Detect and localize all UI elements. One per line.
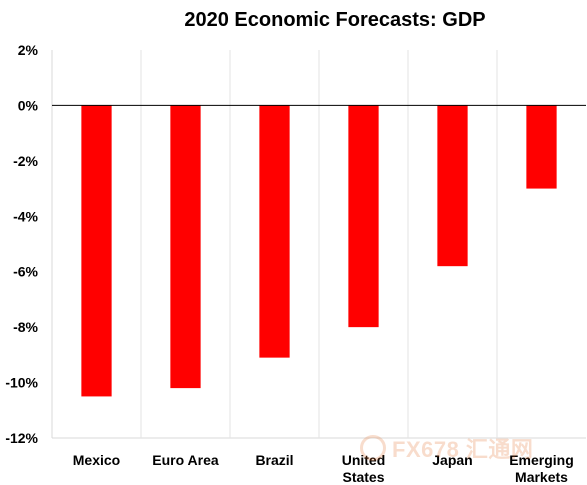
x-tick-label: United States [342,452,386,485]
y-tick-label: -4% [13,208,38,224]
x-tick-label: Japan [432,452,472,468]
y-tick-label: -8% [13,319,38,335]
y-tick-label: -2% [13,153,38,169]
bar-emerging-markets [526,105,557,189]
y-tick-label: -6% [13,264,38,280]
y-tick-label: -10% [5,375,38,391]
bar-brazil [259,105,290,358]
bar-united-states [348,105,379,328]
bar-japan [437,105,468,267]
plot-area: 2% 0% -2% -4% -6% -8% -10% -12% Mexico Euro Area B… [5,42,586,485]
y-tick-label: 0% [18,97,39,113]
x-tick-label: Emerging Markets [509,452,574,485]
chart-title: 2020 Economic Forecasts: GDP [184,9,485,31]
y-tick-label: 2% [18,42,39,58]
bar-euro-area [170,105,201,389]
x-tick-label: Brazil [255,452,293,468]
x-tick-label: Euro Area [152,452,219,468]
bar-mexico [81,105,112,397]
x-tick-label: Mexico [73,452,120,468]
y-tick-label: -12% [5,430,38,446]
